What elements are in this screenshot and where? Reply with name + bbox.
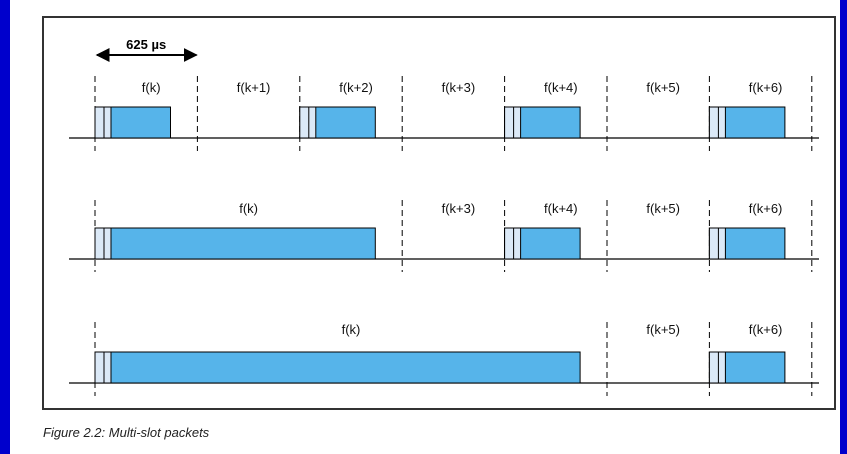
frequency-label: f(k+6) [749, 80, 783, 95]
packet-header [708, 227, 726, 260]
frequency-label: f(k) [239, 201, 258, 216]
frequency-label: f(k+5) [646, 322, 680, 337]
packet-header [708, 351, 726, 384]
packet-header [94, 227, 112, 260]
frequency-label: f(k+6) [749, 201, 783, 216]
figure-caption: Figure 2.2: Multi-slot packets [43, 425, 210, 440]
packet-header [708, 106, 726, 139]
packet-header [299, 106, 317, 139]
frequency-label: f(k+3) [442, 201, 476, 216]
frequency-label: f(k+1) [237, 80, 271, 95]
frequency-label: f(k+5) [646, 80, 680, 95]
frequency-label: f(k+2) [339, 80, 373, 95]
diagram-frame: 625 µs f(k) f(k+1) f(k+2) f(k+3) f(k+4) f(k+5)… [42, 16, 836, 410]
frequency-label: f(k) [142, 80, 161, 95]
frequency-label: f(k+4) [544, 80, 578, 95]
duration-label: 625 µs [126, 37, 166, 52]
frequency-label: f(k+3) [442, 80, 476, 95]
packet-payload [94, 351, 581, 384]
packet-payload [94, 227, 376, 260]
frequency-label: f(k) [342, 322, 361, 337]
frequency-label: f(k+5) [646, 201, 680, 216]
packet-header [504, 227, 522, 260]
slide-background: 625 µs f(k) f(k+1) f(k+2) f(k+3) f(k+4) f(k+5)… [10, 0, 840, 454]
packet-header [94, 351, 112, 384]
frequency-label: f(k+4) [544, 201, 578, 216]
packet-header [94, 106, 112, 139]
frequency-label: f(k+6) [749, 322, 783, 337]
packet-header [504, 106, 522, 139]
multi-slot-diagram: 625 µs f(k) f(k+1) f(k+2) f(k+3) f(k+4) f(k+5)… [69, 37, 819, 396]
